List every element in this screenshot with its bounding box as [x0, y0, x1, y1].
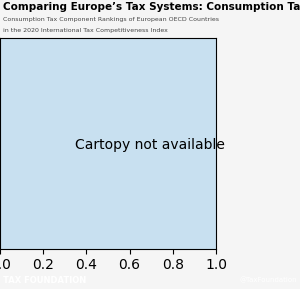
Text: Comparing Europe’s Tax Systems: Consumption Taxes: Comparing Europe’s Tax Systems: Consumpt… [3, 2, 300, 12]
Text: TAX FOUNDATION: TAX FOUNDATION [3, 276, 86, 285]
Text: @TaxFoundation: @TaxFoundation [239, 277, 297, 284]
Text: in the 2020 International Tax Competitiveness Index: in the 2020 International Tax Competitiv… [3, 28, 168, 33]
Text: Cartopy not available: Cartopy not available [75, 138, 225, 151]
Text: Consumption Tax Component Rankings of European OECD Countries: Consumption Tax Component Rankings of Eu… [3, 17, 219, 22]
